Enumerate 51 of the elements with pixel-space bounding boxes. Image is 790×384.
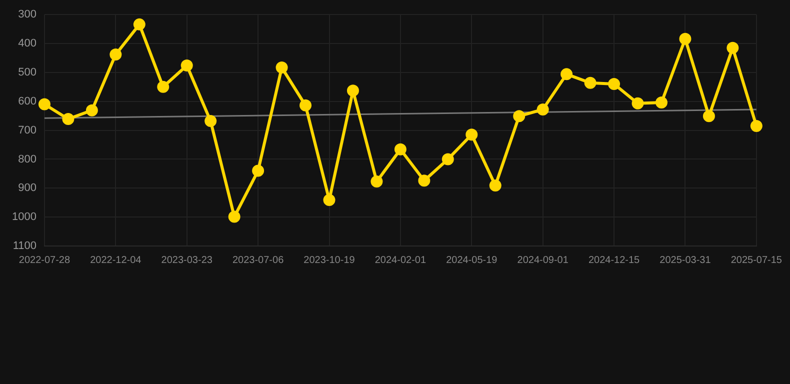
- x-tick-label: 2024-02-01: [374, 254, 426, 266]
- point: [62, 113, 74, 126]
- point: [560, 68, 573, 80]
- x-tick-label: 2025-07-15: [730, 254, 782, 266]
- point: [252, 164, 264, 177]
- point: [228, 210, 240, 223]
- point: [655, 96, 668, 109]
- x-tick-label: 2023-07-06: [232, 254, 284, 266]
- point: [180, 60, 193, 72]
- point: [750, 120, 762, 132]
- y-tick-label: 500: [18, 66, 36, 78]
- point: [133, 18, 146, 30]
- point: [418, 174, 430, 187]
- point: [679, 32, 692, 45]
- point: [726, 42, 739, 54]
- point: [442, 153, 454, 166]
- y-tick-label: 800: [18, 153, 36, 166]
- point: [323, 194, 336, 206]
- point: [346, 84, 359, 97]
- x-tick-label: 2024-12-15: [588, 254, 640, 266]
- point: [513, 110, 526, 122]
- point: [584, 76, 596, 89]
- x-tick-label: 2024-09-01: [517, 254, 569, 266]
- y-tick-label: 300: [18, 8, 36, 21]
- y-tick-label: 900: [18, 182, 36, 194]
- point: [276, 62, 288, 74]
- y-tick-label: 600: [18, 95, 36, 108]
- x-tick-label: 2025-03-31: [660, 254, 712, 266]
- point: [86, 104, 98, 116]
- x-tick-label: 2022-12-04: [90, 254, 142, 266]
- point: [394, 143, 406, 156]
- point: [157, 80, 170, 93]
- y-tick-label: 700: [18, 124, 36, 136]
- point: [204, 115, 217, 128]
- point: [632, 97, 644, 110]
- point: [110, 48, 122, 61]
- x-tick-label: 2022-07-28: [18, 254, 70, 266]
- point: [466, 128, 478, 141]
- y-tick-label: 1100: [12, 240, 36, 252]
- point: [702, 110, 715, 122]
- x-tick-label: 2024-05-19: [446, 254, 498, 266]
- x-tick-label: 2023-03-23: [161, 254, 213, 266]
- y-tick-label: 1000: [12, 211, 36, 224]
- point: [300, 99, 312, 112]
- point: [38, 98, 50, 110]
- y-tick-label: 400: [18, 38, 36, 50]
- point: [489, 180, 502, 192]
- point: [370, 175, 383, 188]
- point: [608, 78, 620, 90]
- x-tick-label: 2023-10-19: [304, 254, 356, 266]
- point: [536, 103, 549, 116]
